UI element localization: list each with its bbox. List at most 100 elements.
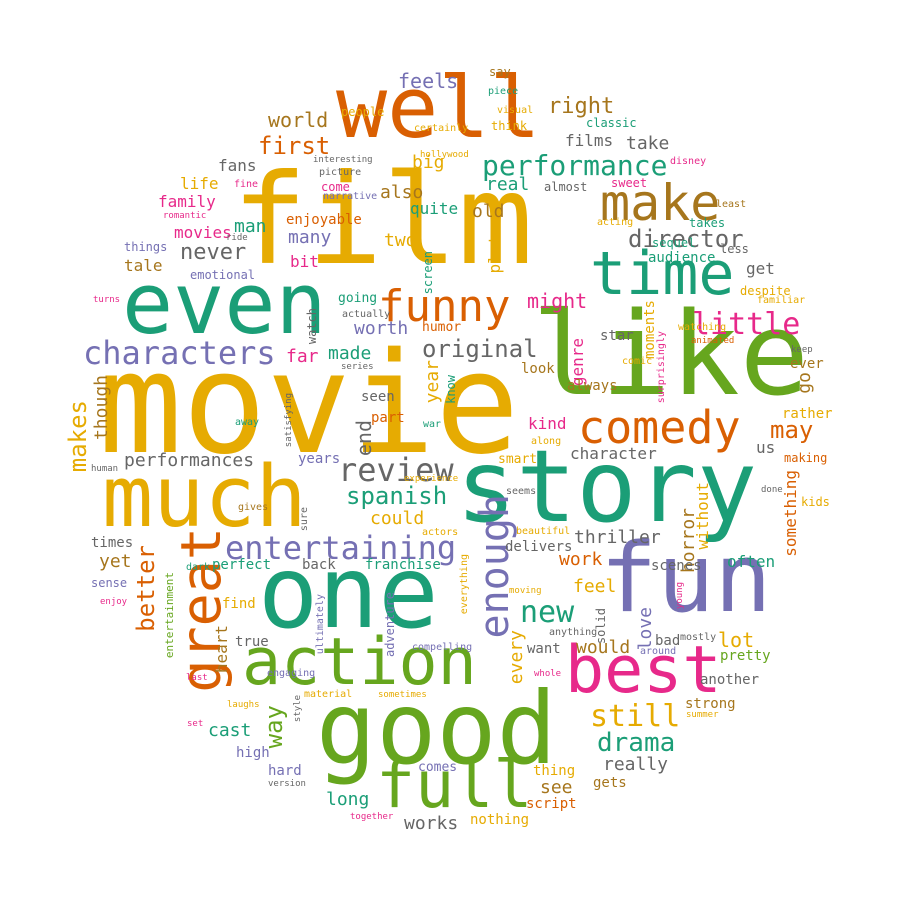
word-cast: cast xyxy=(208,720,252,741)
word-full: full xyxy=(376,748,533,823)
word-around: around xyxy=(640,646,677,657)
word-kind: kind xyxy=(528,414,567,433)
word-lot: lot xyxy=(718,628,755,652)
word-bit: bit xyxy=(290,252,319,271)
word-summer: summer xyxy=(686,710,719,720)
word-despite: despite xyxy=(740,284,791,298)
word-big: big xyxy=(412,152,445,173)
word-fun: fun xyxy=(600,524,772,634)
word-time: time xyxy=(590,239,735,309)
word-say: say xyxy=(489,65,511,79)
word-sequel: sequel xyxy=(652,236,696,250)
word-experience: experience xyxy=(404,474,459,484)
word-never: never xyxy=(180,240,247,265)
word-want: want xyxy=(527,641,561,657)
word-actually: actually xyxy=(342,309,391,320)
word-engaging: engaging xyxy=(267,668,316,679)
word-scenes: scenes xyxy=(651,558,702,574)
word-find: find xyxy=(222,596,256,612)
word-year: year xyxy=(422,360,443,404)
word-times: times xyxy=(91,535,134,551)
word-ultimately: ultimately xyxy=(315,594,326,655)
word-classic: classic xyxy=(586,116,637,130)
word-far: far xyxy=(286,346,319,367)
word-performance: performance xyxy=(482,149,668,182)
word-action: action xyxy=(242,625,477,700)
word-though: though xyxy=(91,375,112,441)
word-plot: plot xyxy=(485,235,504,274)
word-moving: moving xyxy=(509,586,542,596)
word-good: good xyxy=(316,670,557,787)
word-could: could xyxy=(370,508,425,529)
word-delivers: delivers xyxy=(505,539,573,555)
word-also: also xyxy=(380,182,424,203)
word-many: many xyxy=(288,227,332,248)
word-hard: hard xyxy=(268,763,302,779)
word-picture: picture xyxy=(319,167,362,178)
word-audience: audience xyxy=(648,250,716,266)
word-familiar: familiar xyxy=(757,295,806,306)
word-nothing: nothing xyxy=(470,812,530,828)
word-would: would xyxy=(576,637,631,658)
word-war: war xyxy=(423,419,442,430)
word-feels: feels xyxy=(398,69,459,93)
word-making: making xyxy=(784,451,828,465)
word-moments: moments xyxy=(642,300,658,360)
word-star: star xyxy=(600,328,634,344)
word-take: take xyxy=(626,133,670,154)
word-something: something xyxy=(781,470,800,557)
word-films: films xyxy=(565,131,614,150)
word-back: back xyxy=(302,557,336,573)
word-beautiful: beautiful xyxy=(516,526,571,537)
word-thing: thing xyxy=(533,763,576,779)
word-seen: seen xyxy=(361,389,395,405)
word-without: without xyxy=(693,482,712,550)
word-ever: ever xyxy=(790,356,824,372)
word-style: style xyxy=(293,695,303,723)
word-look: look xyxy=(521,361,555,377)
word-entertaining: entertaining xyxy=(225,529,457,567)
word-humor: humor xyxy=(422,320,462,335)
word-review: review xyxy=(338,451,454,489)
word-two: two xyxy=(384,230,417,251)
word-much: much xyxy=(102,448,307,547)
word-years: years xyxy=(298,451,341,467)
word-long: long xyxy=(326,789,370,810)
word-screen: screen xyxy=(421,251,435,295)
word-narrative: narrative xyxy=(323,191,378,202)
word-disney: disney xyxy=(670,156,707,167)
word-old: old xyxy=(472,201,505,222)
word-along: along xyxy=(531,436,562,447)
word-true: true xyxy=(235,634,269,650)
word-takes: takes xyxy=(689,216,726,230)
word-thriller: thriller xyxy=(574,527,661,548)
word-mostly: mostly xyxy=(680,632,717,643)
word-almost: almost xyxy=(544,180,588,194)
word-better: better xyxy=(132,545,160,632)
word-high: high xyxy=(236,745,270,761)
word-sweet: sweet xyxy=(611,176,648,190)
word-smart: smart xyxy=(498,452,538,467)
word-right: right xyxy=(548,94,615,119)
word-often: often xyxy=(727,552,776,571)
word-dark: dark xyxy=(186,562,211,573)
word-might: might xyxy=(527,289,588,313)
word-get: get xyxy=(746,259,775,278)
word-heart: heart xyxy=(212,625,231,674)
word-comedy: comedy xyxy=(578,401,741,454)
word-spanish: spanish xyxy=(346,482,448,510)
word-love: love xyxy=(635,607,656,651)
word-less: less xyxy=(720,242,749,256)
word-series: series xyxy=(341,362,374,372)
word-quite: quite xyxy=(410,199,459,218)
word-strong: strong xyxy=(685,696,736,712)
word-new: new xyxy=(520,595,575,630)
word-another: another xyxy=(700,672,760,688)
word-one: one xyxy=(258,534,439,651)
word-story: story xyxy=(456,428,758,545)
word-real: real xyxy=(486,174,530,195)
word-whole: whole xyxy=(534,669,562,679)
word-world: world xyxy=(268,108,329,132)
word-kids: kids xyxy=(801,495,830,509)
